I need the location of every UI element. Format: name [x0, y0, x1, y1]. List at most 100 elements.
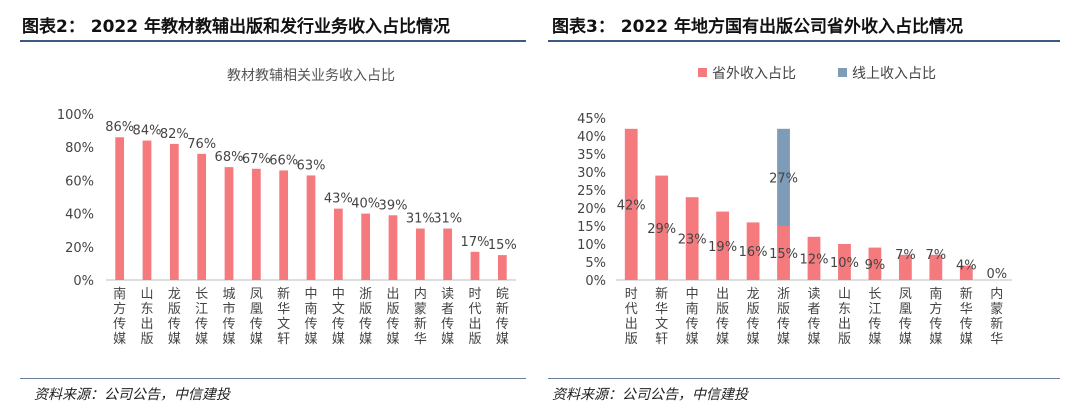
x-tick-label: 山东出版 — [838, 287, 851, 347]
bar-南方传媒 — [115, 137, 125, 280]
x-tick-label: 南方传媒 — [113, 286, 126, 347]
data-label: 40% — [351, 197, 380, 212]
bar-中南传媒-out-of-province — [685, 197, 699, 280]
x-tick-label: 出版传媒 — [716, 287, 729, 347]
y-tick-label: 35% — [577, 148, 606, 163]
bar-浙版传媒-online — [777, 128, 790, 226]
x-tick-label: 龙版传媒 — [168, 287, 181, 347]
x-tick-label: 新华文轩 — [277, 286, 290, 347]
y-tick-label: 30% — [577, 166, 606, 181]
y-tick-label: 80% — [65, 141, 94, 156]
bar-长江传媒 — [197, 153, 207, 280]
bar-出版传媒 — [388, 215, 398, 280]
bar-龙版传媒 — [169, 143, 179, 280]
y-tick-label: 40% — [577, 130, 606, 145]
bar-新华文轩-out-of-province — [655, 175, 669, 280]
bar-龙版传媒-out-of-province — [746, 222, 760, 280]
x-tick-label: 皖新传媒 — [496, 287, 509, 347]
data-label: 42% — [617, 198, 646, 213]
left-source-note: 资料来源：公司公告，中信建投 — [34, 387, 230, 403]
x-tick-label: 内蒙新华 — [990, 286, 1003, 347]
bar-时代出版-out-of-province — [624, 128, 638, 280]
x-tick-label: 中南传媒 — [686, 287, 699, 347]
data-label: 15% — [769, 247, 798, 262]
x-tick-label: 中南传媒 — [304, 287, 317, 347]
x-tick-label: 出版传媒 — [386, 287, 399, 347]
y-tick-label: 0% — [585, 274, 606, 289]
x-tick-label: 新华传媒 — [960, 286, 973, 347]
data-label: 4% — [956, 259, 977, 274]
data-label: 84% — [133, 124, 162, 139]
x-tick-label: 新华文轩 — [655, 286, 668, 347]
x-tick-label: 浙版传媒 — [359, 287, 372, 347]
x-tick-label: 凤凰传媒 — [250, 287, 263, 347]
x-tick-label: 长江传媒 — [195, 287, 208, 347]
legend-label: 线上收入占比 — [852, 66, 936, 82]
legend-swatch — [698, 68, 707, 77]
right-bottom-rule — [548, 378, 1060, 379]
x-tick-label: 浙版传媒 — [777, 287, 790, 347]
left-title-rule — [20, 40, 526, 42]
x-tick-label: 时代出版 — [625, 287, 638, 347]
bar-读者传媒-out-of-province — [807, 236, 821, 280]
data-label: 7% — [926, 248, 947, 263]
bar-内蒙新华 — [415, 228, 425, 280]
y-tick-label: 20% — [65, 241, 94, 256]
bar-凤凰传媒-out-of-province — [898, 254, 912, 280]
x-tick-label: 南方传媒 — [929, 286, 942, 347]
data-label: 16% — [739, 245, 768, 260]
x-tick-label: 读者传媒 — [441, 287, 454, 347]
data-label: 63% — [297, 158, 326, 173]
data-label: 29% — [647, 222, 676, 237]
y-tick-label: 10% — [577, 238, 606, 253]
y-tick-label: 15% — [577, 220, 606, 235]
bar-新华传媒-out-of-province — [959, 265, 973, 280]
y-tick-label: 40% — [65, 208, 94, 223]
bar-皖新传媒 — [497, 255, 507, 280]
bar-新华文轩 — [279, 170, 289, 280]
data-label: 82% — [160, 127, 189, 142]
data-label: 43% — [324, 192, 353, 207]
x-tick-label: 中文传媒 — [332, 287, 345, 347]
y-tick-label: 100% — [57, 108, 94, 123]
data-label: 66% — [269, 153, 298, 168]
data-label: 19% — [708, 240, 737, 255]
bar-长江传媒-out-of-province — [868, 247, 882, 280]
bar-城市传媒 — [224, 167, 234, 280]
chart-title: 教材教辅相关业务收入占比 — [227, 68, 395, 84]
x-tick-label: 时代出版 — [468, 287, 481, 347]
data-label: 12% — [800, 252, 829, 267]
bar-读者传媒 — [443, 228, 453, 280]
left-figure-title: 图表2： 2022 年教材教辅出版和发行业务收入占比情况 — [22, 17, 450, 37]
right-chart: 省外收入占比 线上收入占比 0% 5% 10% 15% 20% 25% 30% 35% 40% 45%… — [577, 66, 1012, 347]
y-tick-label: 20% — [577, 202, 606, 217]
bar-出版传媒-out-of-province — [716, 211, 730, 280]
left-bottom-rule — [20, 378, 526, 379]
data-label: 23% — [678, 233, 707, 248]
bar-南方传媒-out-of-province — [929, 254, 943, 280]
y-tick-label: 45% — [577, 112, 606, 127]
bar-山东出版 — [142, 140, 152, 280]
y-tick-label: 25% — [577, 184, 606, 199]
x-tick-label: 长江传媒 — [868, 287, 881, 347]
data-label: 39% — [379, 198, 408, 213]
bar-中南传媒 — [306, 175, 316, 280]
data-label: 31% — [433, 212, 462, 227]
bar-浙版传媒-out-of-province — [777, 226, 790, 280]
x-tick-label: 城市传媒 — [222, 287, 235, 347]
bar-凤凰传媒 — [251, 168, 261, 280]
data-label: 76% — [187, 137, 216, 152]
bar-中文传媒 — [333, 208, 343, 280]
bar-山东出版-out-of-province — [838, 244, 851, 280]
data-label: 31% — [406, 212, 435, 227]
data-label: 9% — [865, 258, 886, 273]
x-tick-label: 凤凰传媒 — [899, 287, 912, 347]
x-tick-label: 山东出版 — [140, 287, 153, 347]
data-label: 0% — [986, 267, 1007, 282]
data-label: 17% — [461, 235, 490, 250]
legend-swatch — [838, 68, 847, 77]
right-figure-title: 图表3： 2022 年地方国有出版公司省外收入占比情况 — [552, 17, 963, 37]
data-label: 86% — [105, 120, 134, 135]
legend-label: 省外收入占比 — [712, 66, 796, 82]
x-tick-label: 龙版传媒 — [747, 287, 760, 347]
